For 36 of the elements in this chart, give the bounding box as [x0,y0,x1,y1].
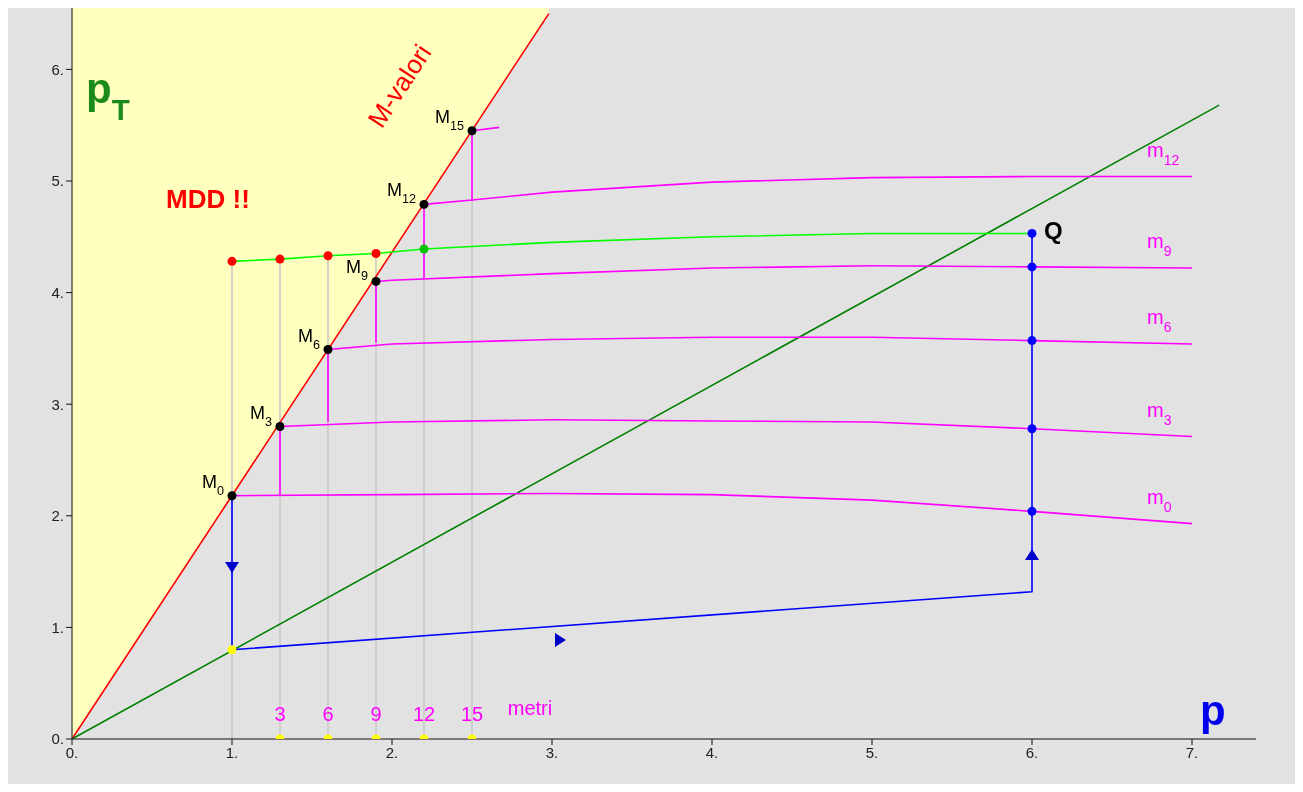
x-axis-title: p [1200,687,1226,734]
x-tick-label: 2. [385,743,399,761]
annotation: 15 [460,703,484,725]
annotation: M$_{6}$ [297,325,320,352]
y-tick-label: 2. [51,507,64,525]
annotation: 12 [412,703,436,725]
x-tick-label: 1. [225,743,239,761]
annotation: M$_{15}$ [434,106,464,133]
annotation: 3 [274,703,286,725]
x-tick-label: 4. [705,743,719,761]
y-axis-title: p$_{T}$ [86,65,130,126]
x-tick-label: 0. [65,743,79,761]
series-label: m$_{3}$ [1147,398,1172,428]
series-label: m$_{9}$ [1147,230,1172,260]
annotation: Q [1044,217,1063,245]
y-tick-label: 1. [51,618,64,636]
annotation: M$_{12}$ [386,180,416,207]
annotation: M$_{3}$ [249,402,272,429]
y-tick-label: 3. [51,395,64,413]
y-tick-label: 0. [51,730,64,748]
y-tick-label: 4. [51,283,64,301]
series-label: m$_{12}$ [1147,138,1180,168]
y-tick-label: 6. [51,60,64,78]
series-label: m$_{0}$ [1147,485,1172,515]
annotation: 6 [322,703,334,725]
annotation: MDD !! [166,184,250,214]
annotation: metri [507,697,553,719]
y-tick-label: 5. [51,172,64,190]
x-tick-label: 6. [1025,743,1039,761]
series-label: m$_{6}$ [1147,305,1172,335]
annotation: M$_{0}$ [201,471,224,498]
x-tick-label: 7. [1185,743,1199,761]
annotation: 9 [370,703,382,725]
x-tick-label: 5. [865,743,879,761]
x-tick-label: 3. [545,743,559,761]
annotation: M$_{9}$ [345,257,368,284]
